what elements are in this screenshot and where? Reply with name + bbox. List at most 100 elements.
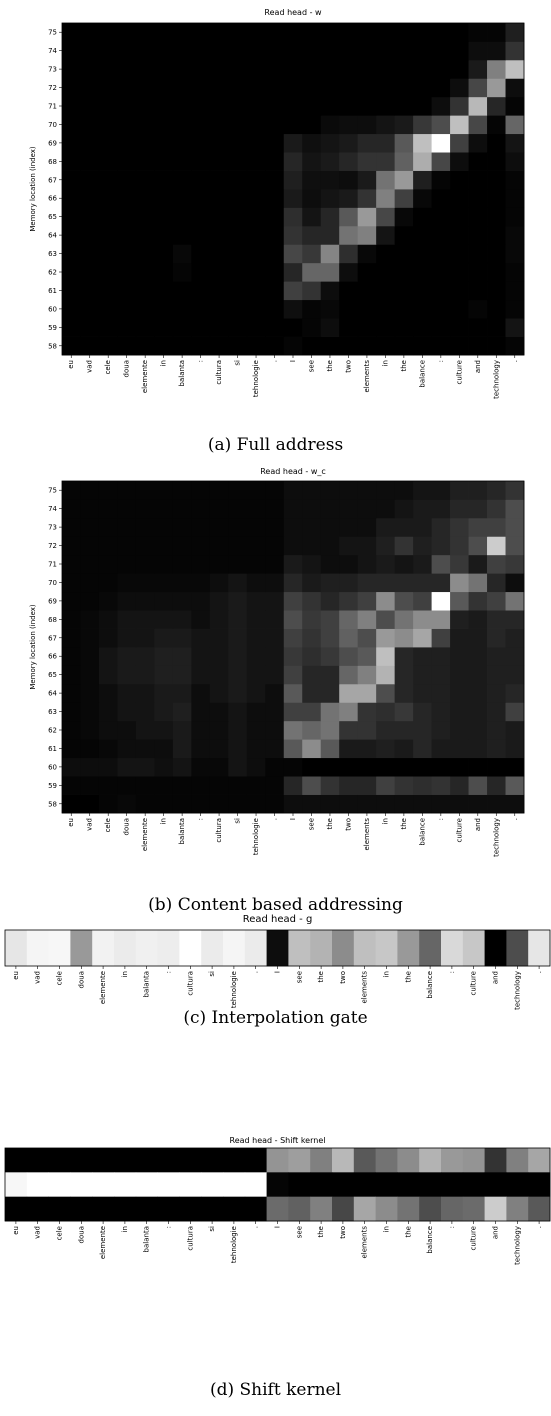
x-tick-label: vad xyxy=(34,971,42,984)
x-tick-label: eu xyxy=(12,971,20,980)
heatmap-cell xyxy=(244,930,267,967)
heatmap-cell xyxy=(62,591,81,611)
heatmap-cell xyxy=(431,794,451,814)
heatmap-cell xyxy=(487,794,506,814)
heatmap-cell xyxy=(339,96,359,116)
heatmap-cell xyxy=(135,739,155,759)
heatmap-cell xyxy=(265,152,285,171)
heatmap-cell xyxy=(468,591,488,611)
heatmap-cell xyxy=(172,499,192,519)
heatmap-cell xyxy=(320,757,340,777)
heatmap-cell xyxy=(506,1148,529,1173)
x-tick-label: culture xyxy=(455,360,463,384)
heatmap-cell xyxy=(302,244,322,264)
heatmap-cell xyxy=(135,930,158,967)
heatmap-cell xyxy=(505,610,525,629)
heatmap-cell xyxy=(191,794,211,814)
heatmap-cell xyxy=(357,189,377,208)
heatmap-cell xyxy=(357,262,377,282)
heatmap-cell xyxy=(98,23,118,42)
heatmap-cell xyxy=(154,628,174,648)
heatmap-cell xyxy=(441,1148,464,1173)
heatmap-cell xyxy=(154,225,174,245)
heatmap-cell xyxy=(48,1196,71,1222)
heatmap-cell xyxy=(431,573,451,593)
heatmap-cell xyxy=(172,665,192,685)
heatmap-cell xyxy=(191,152,211,171)
heatmap-cell xyxy=(135,318,155,337)
heatmap-cell xyxy=(135,536,155,556)
heatmap-cell xyxy=(228,225,248,245)
heatmap-cell xyxy=(265,244,285,264)
heatmap-cell xyxy=(246,554,266,574)
heatmap-cell xyxy=(339,244,359,264)
x-tick-label: elemente xyxy=(141,818,149,851)
heatmap-cell xyxy=(450,299,469,319)
y-tick-label: 73 xyxy=(48,66,57,74)
heatmap-cell xyxy=(431,78,451,98)
heatmap-cell xyxy=(283,299,303,319)
heatmap-cell xyxy=(283,647,303,666)
heatmap-cell xyxy=(62,499,81,519)
heatmap-cell xyxy=(505,23,525,42)
heatmap-cell xyxy=(117,554,137,574)
heatmap-cell xyxy=(357,517,377,537)
heatmap-cell xyxy=(376,554,396,574)
heatmap-cell xyxy=(431,59,451,79)
heatmap-cell xyxy=(266,1172,289,1198)
heatmap-cell xyxy=(468,189,488,208)
heatmap-cell xyxy=(228,757,248,777)
heatmap-cell xyxy=(413,262,432,282)
heatmap-cell xyxy=(302,683,322,703)
heatmap-cell xyxy=(228,683,248,703)
heatmap-cell xyxy=(265,41,285,61)
heatmap-cell xyxy=(413,720,432,740)
heatmap-cell xyxy=(505,207,525,227)
heatmap-cell xyxy=(209,336,229,356)
heatmap-cell xyxy=(209,536,229,556)
heatmap-cell xyxy=(265,59,285,79)
heatmap-cell xyxy=(117,720,137,740)
heatmap-cell xyxy=(376,318,396,337)
heatmap-cell xyxy=(320,794,340,814)
heatmap-cell xyxy=(357,23,377,42)
y-tick-label: 72 xyxy=(48,84,57,92)
heatmap-cell xyxy=(135,610,155,629)
heatmap-cell xyxy=(114,930,137,967)
heatmap-cell xyxy=(62,115,81,135)
heatmap-cell xyxy=(394,189,414,208)
heatmap-cell xyxy=(209,794,229,814)
heatmap-cell xyxy=(179,930,202,967)
x-tick-label: vad xyxy=(86,818,94,831)
x-tick-label: . xyxy=(535,971,543,973)
heatmap-cell xyxy=(154,41,174,61)
heatmap-cell xyxy=(179,1196,202,1222)
heatmap-cell xyxy=(135,647,155,666)
x-tick-label: technology xyxy=(513,1226,521,1265)
y-tick-label: 58 xyxy=(48,800,57,808)
heatmap-cell xyxy=(468,115,488,135)
heatmap-cell xyxy=(357,683,377,703)
heatmap-cell xyxy=(450,115,469,135)
heatmap-cell xyxy=(154,152,174,171)
heatmap-cell xyxy=(265,702,285,722)
heatmap-cell xyxy=(80,318,100,337)
heatmap-cell xyxy=(157,1148,180,1173)
heatmap-cell xyxy=(117,702,137,722)
heatmap-cell xyxy=(310,930,333,967)
x-tick-label: : xyxy=(197,360,205,362)
heatmap-cell xyxy=(135,152,155,171)
heatmap-cell xyxy=(376,170,396,190)
x-tick-label: two xyxy=(344,360,352,373)
heatmap-cell xyxy=(223,1172,246,1198)
heatmap-cell xyxy=(265,318,285,337)
heatmap-cell xyxy=(339,647,359,666)
heatmap-cell xyxy=(376,244,396,264)
heatmap-cell xyxy=(320,244,340,264)
heatmap-cell xyxy=(117,133,137,153)
y-tick-label: 64 xyxy=(48,690,57,698)
heatmap-cell xyxy=(339,262,359,282)
heatmap-cell xyxy=(80,776,100,795)
heatmap-cell xyxy=(468,170,488,190)
heatmap-cell xyxy=(191,225,211,245)
